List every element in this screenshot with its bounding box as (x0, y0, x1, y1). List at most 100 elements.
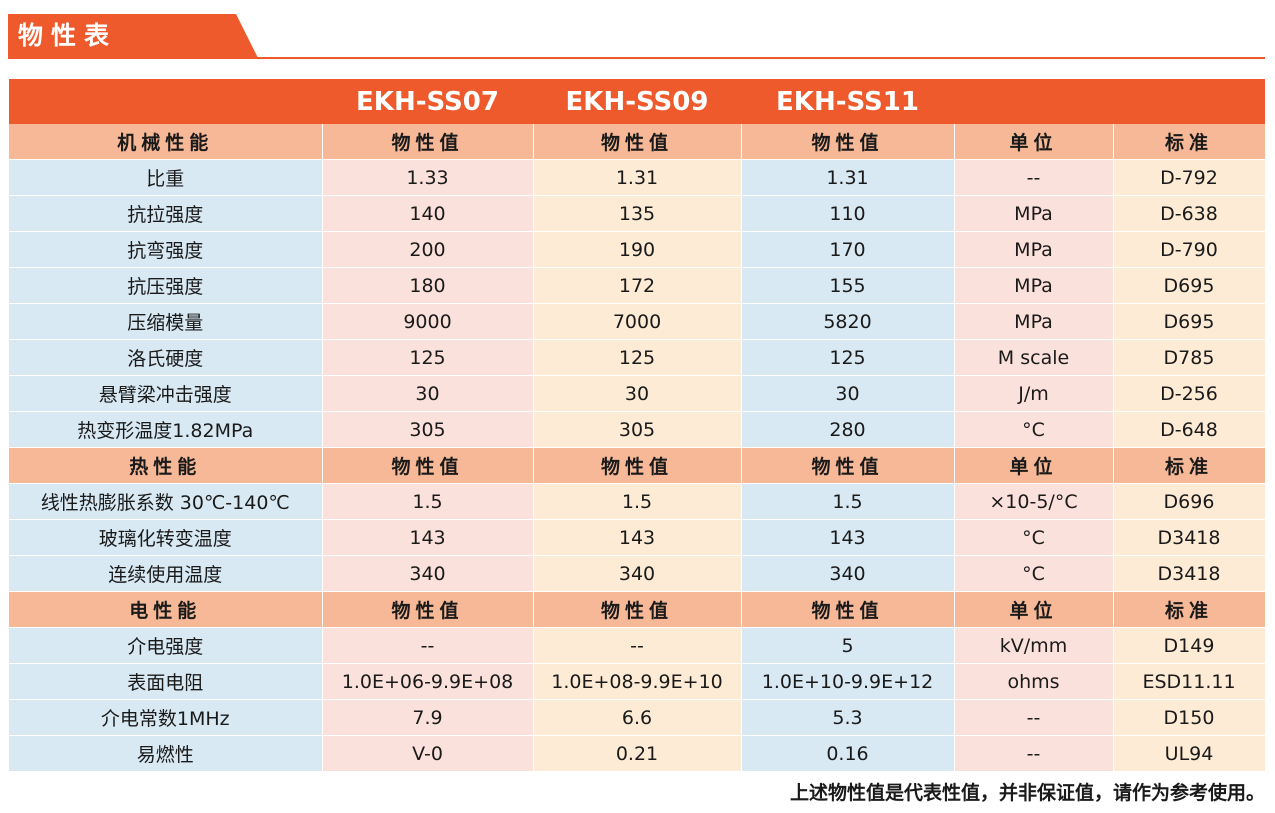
property-name: 连续使用温度 (9, 555, 323, 592)
unit-cell: J/m (954, 375, 1114, 412)
column-header: 标准 (1113, 447, 1266, 484)
standard-cell: D695 (1113, 267, 1266, 304)
property-name: 压缩模量 (9, 303, 323, 340)
table-row: 抗拉强度 140 135 110 MPa D-638 (9, 195, 1266, 232)
table-row: 热变形温度1.82MPa 305 305 280 °C D-648 (9, 411, 1266, 448)
property-value: 340 (533, 555, 742, 592)
unit-cell: MPa (954, 231, 1114, 268)
property-value: 1.5 (533, 483, 742, 520)
property-name: 易燃性 (9, 735, 323, 772)
property-value: 180 (322, 267, 534, 304)
properties-table: EKH-SS07 EKH-SS09 EKH-SS11 机械性能 物性值 物性值 物性值… (9, 79, 1266, 772)
table-row: 比重 1.33 1.31 1.31 -- D-792 (9, 159, 1266, 196)
property-value: 6.6 (533, 699, 742, 736)
unit-cell: MPa (954, 195, 1114, 232)
model-header-blank (1113, 79, 1265, 124)
standard-cell: D695 (1113, 303, 1266, 340)
standard-cell: D-648 (1113, 411, 1266, 448)
unit-cell: -- (954, 735, 1114, 772)
property-value: 0.21 (533, 735, 742, 772)
title-tab (8, 14, 258, 58)
property-value: 340 (322, 555, 534, 592)
column-header: 标准 (1113, 124, 1266, 160)
unit-cell: -- (954, 699, 1114, 736)
property-value: 7000 (533, 303, 742, 340)
property-name: 抗压强度 (9, 267, 323, 304)
unit-cell: M scale (954, 339, 1114, 376)
column-header: 单位 (954, 447, 1114, 484)
property-value: 140 (322, 195, 534, 232)
standard-cell: D-638 (1113, 195, 1266, 232)
property-value: 125 (322, 339, 534, 376)
property-value: 5820 (741, 303, 955, 340)
property-value: 30 (533, 375, 742, 412)
property-value: 30 (741, 375, 955, 412)
column-header: 单位 (954, 591, 1114, 628)
property-value: 1.31 (741, 159, 955, 196)
column-header: 标准 (1113, 591, 1266, 628)
property-name: 比重 (9, 159, 323, 196)
property-name: 玻璃化转变温度 (9, 519, 323, 556)
property-value: -- (322, 627, 534, 664)
standard-cell: UL94 (1113, 735, 1266, 772)
property-value: 1.0E+08-9.9E+10 (533, 663, 742, 700)
property-value: 190 (533, 231, 742, 268)
unit-cell: MPa (954, 303, 1114, 340)
property-value: 125 (533, 339, 742, 376)
property-value: V-0 (322, 735, 534, 772)
standard-cell: D-256 (1113, 375, 1266, 412)
column-header: 物性值 (322, 591, 534, 628)
table-row: 抗压强度 180 172 155 MPa D695 (9, 267, 1266, 304)
table-row: 抗弯强度 200 190 170 MPa D-790 (9, 231, 1266, 268)
section-title: 机械性能 (9, 124, 323, 160)
page-title: 物性表 (18, 21, 118, 50)
property-name: 悬臂梁冲击强度 (9, 375, 323, 412)
footnote: 上述物性值是代表性值，并非保证值，请作为参考使用。 (789, 782, 1265, 804)
property-value: 7.9 (322, 699, 534, 736)
property-value: 143 (322, 519, 534, 556)
property-value: 135 (533, 195, 742, 232)
table-row: 悬臂梁冲击强度 30 30 30 J/m D-256 (9, 375, 1266, 412)
property-name: 抗弯强度 (9, 231, 323, 268)
property-name: 热变形温度1.82MPa (9, 411, 323, 448)
section-header-row: 机械性能 物性值 物性值 物性值 单位 标准 (9, 124, 1266, 160)
property-value: 9000 (322, 303, 534, 340)
standard-cell: D-790 (1113, 231, 1266, 268)
standard-cell: D785 (1113, 339, 1266, 376)
model-header-blank (954, 79, 1113, 124)
property-value: 305 (322, 411, 534, 448)
table-row: 压缩模量 9000 7000 5820 MPa D695 (9, 303, 1266, 340)
property-name: 表面电阻 (9, 663, 323, 700)
section-title: 热性能 (9, 447, 323, 484)
property-value: -- (533, 627, 742, 664)
property-value: 1.0E+06-9.9E+08 (322, 663, 534, 700)
model-name: EKH-SS07 (322, 79, 533, 124)
column-header: 物性值 (533, 124, 742, 160)
property-value: 155 (741, 267, 955, 304)
column-header: 物性值 (533, 591, 742, 628)
column-header: 物性值 (741, 447, 955, 484)
table-row: 表面电阻 1.0E+06-9.9E+08 1.0E+08-9.9E+10 1.0E+1… (9, 663, 1266, 700)
column-header: 单位 (954, 124, 1114, 160)
column-header: 物性值 (741, 591, 955, 628)
section-title: 电性能 (9, 591, 323, 628)
property-value: 143 (533, 519, 742, 556)
table-row: 易燃性 V-0 0.21 0.16 -- UL94 (9, 735, 1266, 772)
table-row: 连续使用温度 340 340 340 °C D3418 (9, 555, 1266, 592)
property-value: 0.16 (741, 735, 955, 772)
property-value: 5.3 (741, 699, 955, 736)
standard-cell: D3418 (1113, 519, 1266, 556)
model-name: EKH-SS11 (741, 79, 954, 124)
property-name: 线性热膨胀系数 30℃-140℃ (9, 483, 323, 520)
table-row: 洛氏硬度 125 125 125 M scale D785 (9, 339, 1266, 376)
unit-cell: °C (954, 519, 1114, 556)
standard-cell: D3418 (1113, 555, 1266, 592)
property-value: 305 (533, 411, 742, 448)
property-value: 143 (741, 519, 955, 556)
table-row: 线性热膨胀系数 30℃-140℃ 1.5 1.5 1.5 ×10-5/°C D696 (9, 483, 1266, 520)
table-row: 介电强度 -- -- 5 kV/mm D149 (9, 627, 1266, 664)
property-value: 1.31 (533, 159, 742, 196)
unit-cell: -- (954, 159, 1114, 196)
unit-cell: ohms (954, 663, 1114, 700)
model-header-blank (9, 79, 322, 124)
